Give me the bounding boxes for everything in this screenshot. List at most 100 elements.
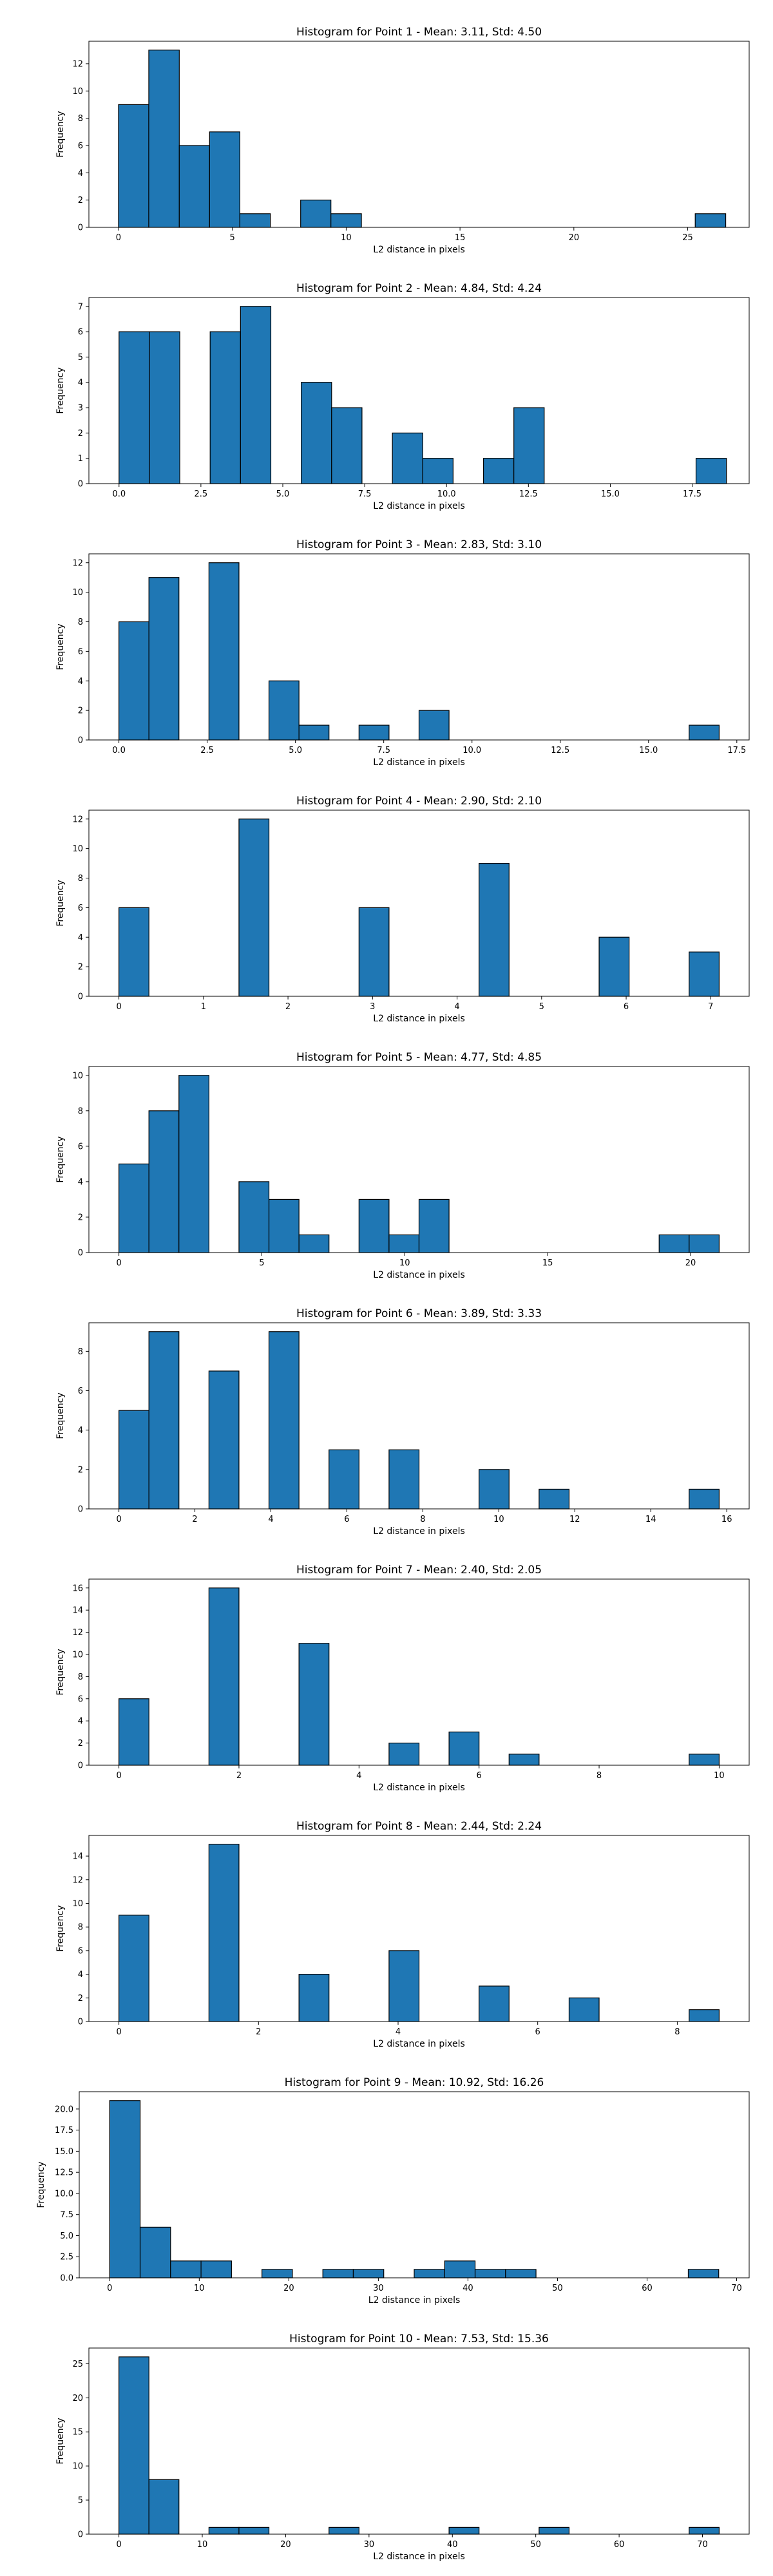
histogram-bar: [178, 145, 210, 228]
y-tick-label: 8: [78, 114, 83, 124]
histogram-bar: [689, 1234, 720, 1253]
y-tick-label: 3: [78, 404, 83, 413]
histogram-bar: [508, 1754, 540, 1766]
bars-10: [118, 2356, 720, 2535]
y-tick-label: 0: [78, 2530, 83, 2540]
y-tick-label: 12: [72, 815, 83, 824]
y-tick-label: 5: [78, 2496, 83, 2506]
chart-title: Histogram for Point 7 - Mean: 2.40, Std:…: [296, 1564, 542, 1577]
histogram-bar: [330, 213, 362, 228]
histogram-bar: [479, 1469, 510, 1510]
histogram-bar: [329, 1449, 359, 1510]
x-axis-label: L2 distance in pixels: [373, 2039, 465, 2049]
histogram-bar: [322, 2269, 354, 2278]
bars-4: [118, 819, 720, 997]
y-axis-label: Frequency: [55, 880, 66, 926]
y-tick-label: 1: [78, 454, 83, 464]
x-tick-label: 5: [230, 233, 235, 243]
x-tick-label: 4: [356, 1771, 361, 1781]
x-axis-label: L2 distance in pixels: [373, 1783, 465, 1793]
bars-6: [118, 1331, 720, 1510]
y-tick-label: 10: [72, 1071, 83, 1081]
y-tick-label: 6: [78, 1387, 83, 1396]
histogram-bar: [298, 1234, 330, 1253]
histogram-bar: [239, 213, 271, 228]
chart-panel-3: 0.0 2.5 5.0 7.5 10.0 12.5 15.0 17.5 0 2 4 6 8 10 12 His…: [55, 538, 750, 768]
y-tick-label: 14: [72, 1606, 83, 1616]
histogram-bar: [298, 724, 330, 741]
x-tick-label: 17.5: [727, 746, 746, 755]
x-tick-label: 12: [569, 1515, 580, 1524]
y-tick-label: 6: [78, 647, 83, 657]
x-tick-label: 25: [682, 233, 693, 243]
y-tick-label: 15.0: [55, 2147, 73, 2157]
histogram-bar: [358, 724, 390, 741]
plot-frame: [88, 1066, 750, 1253]
x-tick-label: 0: [116, 1258, 121, 1268]
y-tick-label: 2: [78, 1739, 83, 1748]
histogram-bar: [170, 2260, 202, 2278]
y-axis-label: Frequency: [55, 1649, 66, 1695]
y-tick-label: 2: [78, 706, 83, 716]
x-tick-label: 7.5: [377, 746, 390, 755]
y-tick-label: 4: [78, 1426, 83, 1435]
histogram-bar: [240, 306, 272, 484]
y-tick-label: 0: [78, 2018, 83, 2027]
x-tick-label: 70: [731, 2284, 742, 2293]
histogram-bar: [388, 1950, 420, 2022]
histogram-bar: [118, 1698, 149, 1766]
x-tick-label: 60: [642, 2284, 653, 2293]
x-tick-label: 0: [116, 1002, 121, 1012]
y-tick-label: 2: [78, 429, 83, 439]
x-tick-label: 2: [285, 1002, 291, 1012]
bars-9: [109, 2100, 720, 2278]
histogram-bar: [208, 1587, 240, 1766]
histogram-bar: [148, 2479, 180, 2535]
y-tick-label: 2.5: [60, 2253, 73, 2262]
x-tick-label: 20: [569, 233, 580, 243]
y-tick-label: 0: [78, 736, 83, 746]
x-tick-label: 6: [477, 1771, 482, 1781]
y-tick-label: 6: [78, 904, 83, 913]
plot-frame: [88, 810, 750, 997]
bars-5: [118, 1075, 720, 1253]
x-axis-label: L2 distance in pixels: [373, 1014, 465, 1024]
y-tick-label: 4: [78, 677, 83, 687]
histogram-bar: [298, 1643, 330, 1766]
x-tick-label: 8: [420, 1515, 425, 1524]
y-tick-label: 2: [78, 196, 83, 205]
plot-frame: [88, 1322, 750, 1510]
histogram-bar: [689, 1488, 720, 1510]
x-tick-label: 10: [197, 2540, 208, 2550]
chart-title: Histogram for Point 5 - Mean: 4.77, Std:…: [296, 1051, 542, 1064]
y-tick-label: 0: [78, 223, 83, 233]
y-tick-label: 8: [78, 874, 83, 884]
x-tick-label: 6: [535, 2027, 540, 2037]
plot-frame: [88, 1578, 750, 1766]
histogram-bar: [262, 2269, 293, 2278]
histogram-bar: [513, 407, 545, 484]
histogram-bar: [687, 2269, 720, 2278]
y-tick-label: 15: [72, 2428, 83, 2438]
histogram-bar: [208, 1844, 240, 2022]
histogram-bar: [118, 621, 149, 741]
x-tick-label: 0: [116, 2027, 121, 2037]
y-tick-label: 6: [78, 1694, 83, 1704]
y-axis-label: Frequency: [55, 2418, 66, 2464]
y-axis-label: Frequency: [55, 367, 66, 413]
x-tick-label: 2.5: [195, 489, 208, 499]
chart-title: Histogram for Point 6 - Mean: 3.89, Std:…: [296, 1307, 542, 1320]
x-tick-label: 70: [697, 2540, 708, 2550]
y-tick-label: 25: [72, 2360, 83, 2369]
histogram-bar: [148, 1331, 180, 1510]
histogram-bar: [388, 1234, 420, 1253]
histogram-bar: [268, 1331, 300, 1510]
x-tick-label: 16: [721, 1515, 732, 1524]
y-axis-label: Frequency: [55, 1392, 66, 1439]
x-tick-label: 50: [530, 2540, 541, 2550]
y-axis-label: Frequency: [36, 2161, 46, 2208]
y-tick-label: 2: [78, 1994, 83, 2003]
histogram-bar: [479, 1985, 510, 2022]
histogram-bar: [148, 50, 180, 228]
histogram-bar: [301, 382, 332, 484]
